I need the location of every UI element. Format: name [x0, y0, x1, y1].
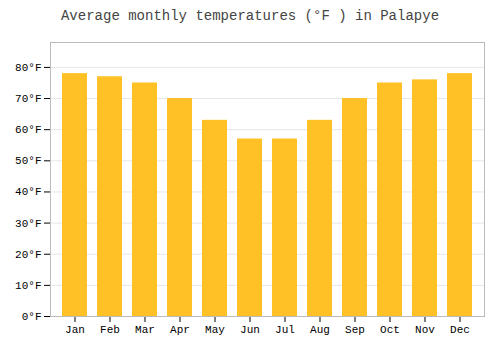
svg-text:Sep: Sep — [345, 324, 365, 336]
svg-text:Mar: Mar — [135, 324, 155, 336]
svg-text:30°F: 30°F — [15, 218, 41, 230]
svg-text:Jul: Jul — [275, 324, 295, 336]
svg-text:50°F: 50°F — [15, 155, 41, 167]
svg-text:10°F: 10°F — [15, 280, 41, 292]
html-text:Average monthly temperatures (: Average monthly temperatures (°F ) in Pa… — [61, 8, 439, 24]
svg-text:60°F: 60°F — [15, 124, 41, 136]
svg-text:Feb: Feb — [100, 324, 120, 336]
svg-text:20°F: 20°F — [15, 249, 41, 261]
svg-text:Jan: Jan — [65, 324, 85, 336]
svg-text:70°F: 70°F — [15, 93, 41, 105]
svg-text:80°F: 80°F — [15, 62, 41, 74]
svg-text:May: May — [205, 324, 225, 336]
svg-text:0°F: 0°F — [22, 311, 42, 323]
svg-text:Oct: Oct — [380, 324, 400, 336]
svg-text:40°F: 40°F — [15, 186, 41, 198]
svg-text:Dec: Dec — [450, 324, 470, 336]
svg-text:Nov: Nov — [415, 324, 435, 336]
svg-text:Aug: Aug — [310, 324, 330, 336]
svg-text:Jun: Jun — [240, 324, 260, 336]
svg-text:Apr: Apr — [170, 324, 190, 336]
